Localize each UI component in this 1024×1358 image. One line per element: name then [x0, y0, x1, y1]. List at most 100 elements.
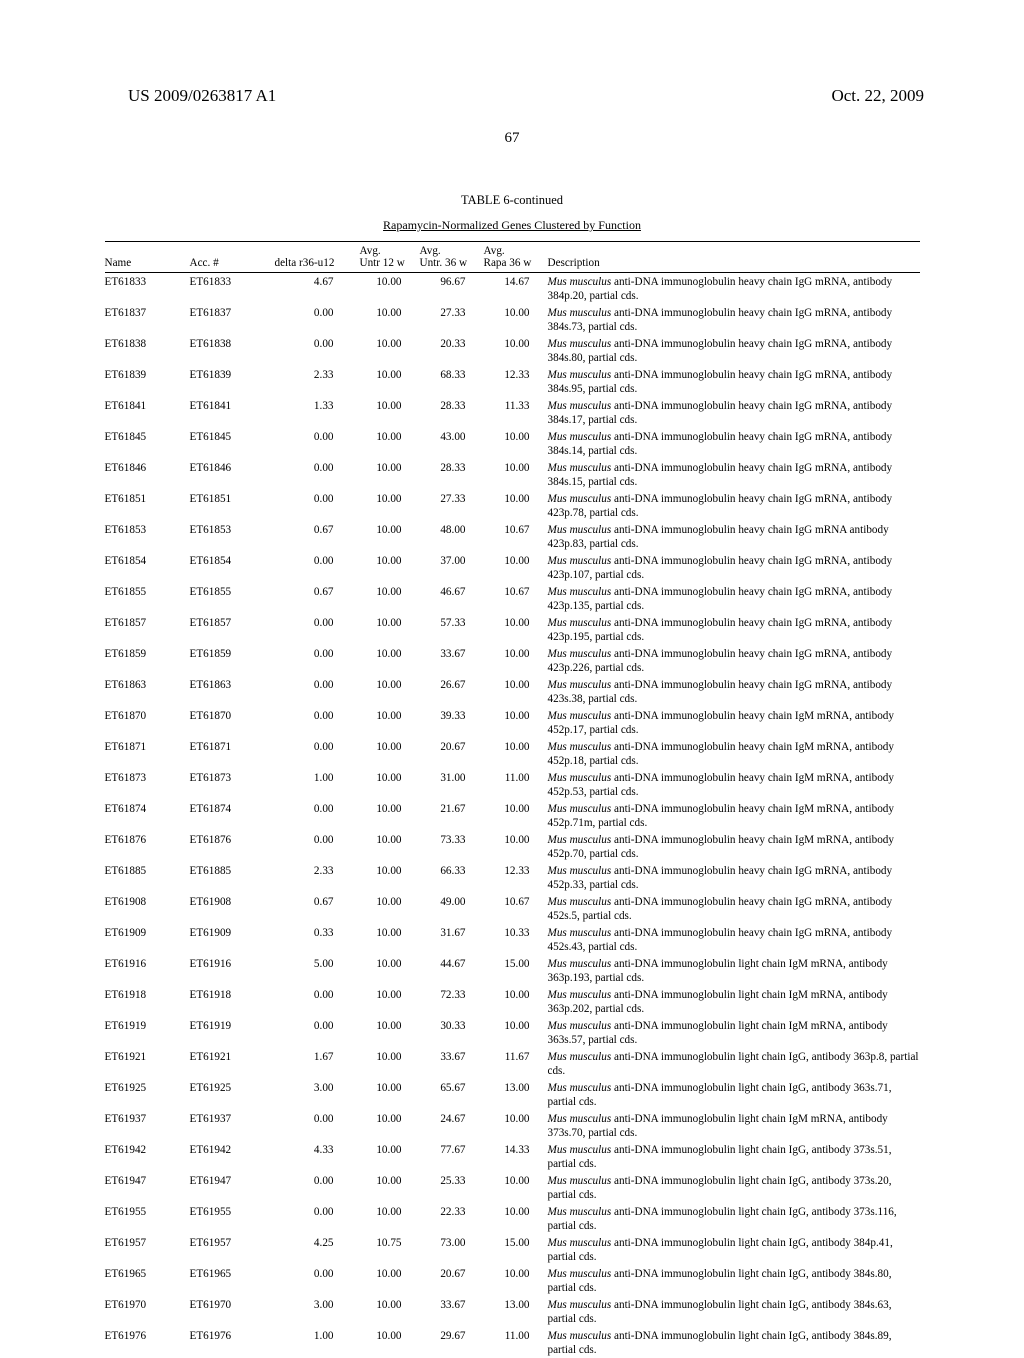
table-row: ET61919ET619190.0010.0030.3310.00Mus mus…	[105, 1017, 920, 1048]
cell-avg3: 10.00	[484, 1203, 548, 1234]
cell-name: ET61919	[105, 1017, 190, 1048]
cell-avg1: 10.00	[360, 1110, 420, 1141]
cell-avg3: 10.00	[484, 335, 548, 366]
cell-avg2: 25.33	[420, 1172, 484, 1203]
cell-delta: 0.00	[275, 304, 360, 335]
cell-avg3: 10.00	[484, 1265, 548, 1296]
cell-desc: Mus musculus anti-DNA immunoglobulin hea…	[548, 645, 920, 676]
cell-desc: Mus musculus anti-DNA immunoglobulin hea…	[548, 366, 920, 397]
cell-avg2: 31.00	[420, 769, 484, 800]
cell-avg1: 10.00	[360, 893, 420, 924]
cell-desc: Mus musculus anti-DNA immunoglobulin hea…	[548, 304, 920, 335]
table-row: ET61855ET618550.6710.0046.6710.67Mus mus…	[105, 583, 920, 614]
table-row: ET61876ET618760.0010.0073.3310.00Mus mus…	[105, 831, 920, 862]
cell-avg2: 30.33	[420, 1017, 484, 1048]
cell-avg2: 20.67	[420, 1265, 484, 1296]
cell-name: ET61873	[105, 769, 190, 800]
cell-avg3: 10.00	[484, 676, 548, 707]
cell-desc: Mus musculus anti-DNA immunoglobulin hea…	[548, 738, 920, 769]
table-row: ET61874ET618740.0010.0021.6710.00Mus mus…	[105, 800, 920, 831]
cell-acc: ET61918	[190, 986, 275, 1017]
cell-delta: 0.67	[275, 521, 360, 552]
cell-desc: Mus musculus anti-DNA immunoglobulin hea…	[548, 769, 920, 800]
table-row: ET61976ET619761.0010.0029.6711.00Mus mus…	[105, 1327, 920, 1358]
cell-name: ET61908	[105, 893, 190, 924]
cell-delta: 0.67	[275, 893, 360, 924]
cell-avg3: 10.33	[484, 924, 548, 955]
cell-avg2: 73.33	[420, 831, 484, 862]
cell-avg2: 43.00	[420, 428, 484, 459]
cell-avg3: 11.00	[484, 1327, 548, 1358]
table-row: ET61885ET618852.3310.0066.3312.33Mus mus…	[105, 862, 920, 893]
table-row: ET61925ET619253.0010.0065.6713.00Mus mus…	[105, 1079, 920, 1110]
cell-delta: 0.67	[275, 583, 360, 614]
cell-avg1: 10.00	[360, 1327, 420, 1358]
cell-avg2: 33.67	[420, 1048, 484, 1079]
cell-acc: ET61916	[190, 955, 275, 986]
cell-acc: ET61863	[190, 676, 275, 707]
cell-delta: 5.00	[275, 955, 360, 986]
cell-desc: Mus musculus anti-DNA immunoglobulin lig…	[548, 1234, 920, 1265]
cell-delta: 2.33	[275, 862, 360, 893]
cell-avg1: 10.00	[360, 366, 420, 397]
cell-delta: 0.00	[275, 428, 360, 459]
col-delta-header: delta r36-u12	[275, 242, 360, 273]
cell-avg2: 44.67	[420, 955, 484, 986]
cell-avg1: 10.00	[360, 1017, 420, 1048]
cell-avg2: 46.67	[420, 583, 484, 614]
cell-avg2: 37.00	[420, 552, 484, 583]
cell-avg3: 15.00	[484, 1234, 548, 1265]
table-row: ET61921ET619211.6710.0033.6711.67Mus mus…	[105, 1048, 920, 1079]
cell-avg2: 33.67	[420, 645, 484, 676]
cell-acc: ET61919	[190, 1017, 275, 1048]
cell-acc: ET61871	[190, 738, 275, 769]
cell-avg1: 10.00	[360, 645, 420, 676]
cell-avg1: 10.00	[360, 986, 420, 1017]
data-table: Name Acc. # delta r36-u12 Avg.Untr 12 w …	[105, 241, 920, 1358]
table-row: ET61853ET618530.6710.0048.0010.67Mus mus…	[105, 521, 920, 552]
cell-acc: ET61947	[190, 1172, 275, 1203]
table-row: ET61838ET618380.0010.0020.3310.00Mus mus…	[105, 335, 920, 366]
page-header: US 2009/0263817 A1 Oct. 22, 2009	[0, 0, 1024, 106]
col-name-header: Name	[105, 242, 190, 273]
cell-delta: 4.67	[275, 273, 360, 305]
page-number: 67	[0, 130, 1024, 147]
cell-name: ET61870	[105, 707, 190, 738]
cell-desc: Mus musculus anti-DNA immunoglobulin hea…	[548, 490, 920, 521]
table-row: ET61851ET618510.0010.0027.3310.00Mus mus…	[105, 490, 920, 521]
table-row: ET61909ET619090.3310.0031.6710.33Mus mus…	[105, 924, 920, 955]
cell-avg2: 72.33	[420, 986, 484, 1017]
cell-desc: Mus musculus anti-DNA immunoglobulin lig…	[548, 1172, 920, 1203]
cell-name: ET61854	[105, 552, 190, 583]
cell-acc: ET61908	[190, 893, 275, 924]
cell-acc: ET61976	[190, 1327, 275, 1358]
cell-desc: Mus musculus anti-DNA immunoglobulin hea…	[548, 924, 920, 955]
cell-name: ET61916	[105, 955, 190, 986]
cell-avg3: 10.00	[484, 614, 548, 645]
cell-acc: ET61857	[190, 614, 275, 645]
cell-avg2: 20.67	[420, 738, 484, 769]
cell-acc: ET61874	[190, 800, 275, 831]
cell-delta: 1.00	[275, 769, 360, 800]
cell-desc: Mus musculus anti-DNA immunoglobulin lig…	[548, 1141, 920, 1172]
cell-delta: 0.00	[275, 1203, 360, 1234]
table-row: ET61863ET618630.0010.0026.6710.00Mus mus…	[105, 676, 920, 707]
table-row: ET61955ET619550.0010.0022.3310.00Mus mus…	[105, 1203, 920, 1234]
cell-avg3: 10.00	[484, 490, 548, 521]
cell-desc: Mus musculus anti-DNA immunoglobulin lig…	[548, 1048, 920, 1079]
cell-desc: Mus musculus anti-DNA immunoglobulin lig…	[548, 955, 920, 986]
cell-desc: Mus musculus anti-DNA immunoglobulin lig…	[548, 1017, 920, 1048]
cell-avg2: 27.33	[420, 490, 484, 521]
cell-desc: Mus musculus anti-DNA immunoglobulin hea…	[548, 893, 920, 924]
cell-desc: Mus musculus anti-DNA immunoglobulin hea…	[548, 676, 920, 707]
cell-acc: ET61851	[190, 490, 275, 521]
cell-name: ET61857	[105, 614, 190, 645]
cell-delta: 4.25	[275, 1234, 360, 1265]
table-row: ET61870ET618700.0010.0039.3310.00Mus mus…	[105, 707, 920, 738]
cell-name: ET61838	[105, 335, 190, 366]
cell-avg3: 10.00	[484, 800, 548, 831]
cell-name: ET61855	[105, 583, 190, 614]
cell-avg3: 10.00	[484, 986, 548, 1017]
cell-name: ET61965	[105, 1265, 190, 1296]
cell-acc: ET61855	[190, 583, 275, 614]
